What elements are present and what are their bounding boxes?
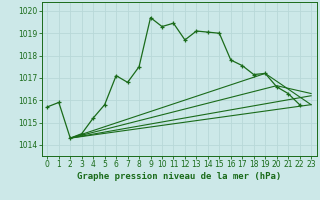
X-axis label: Graphe pression niveau de la mer (hPa): Graphe pression niveau de la mer (hPa) [77,172,281,181]
